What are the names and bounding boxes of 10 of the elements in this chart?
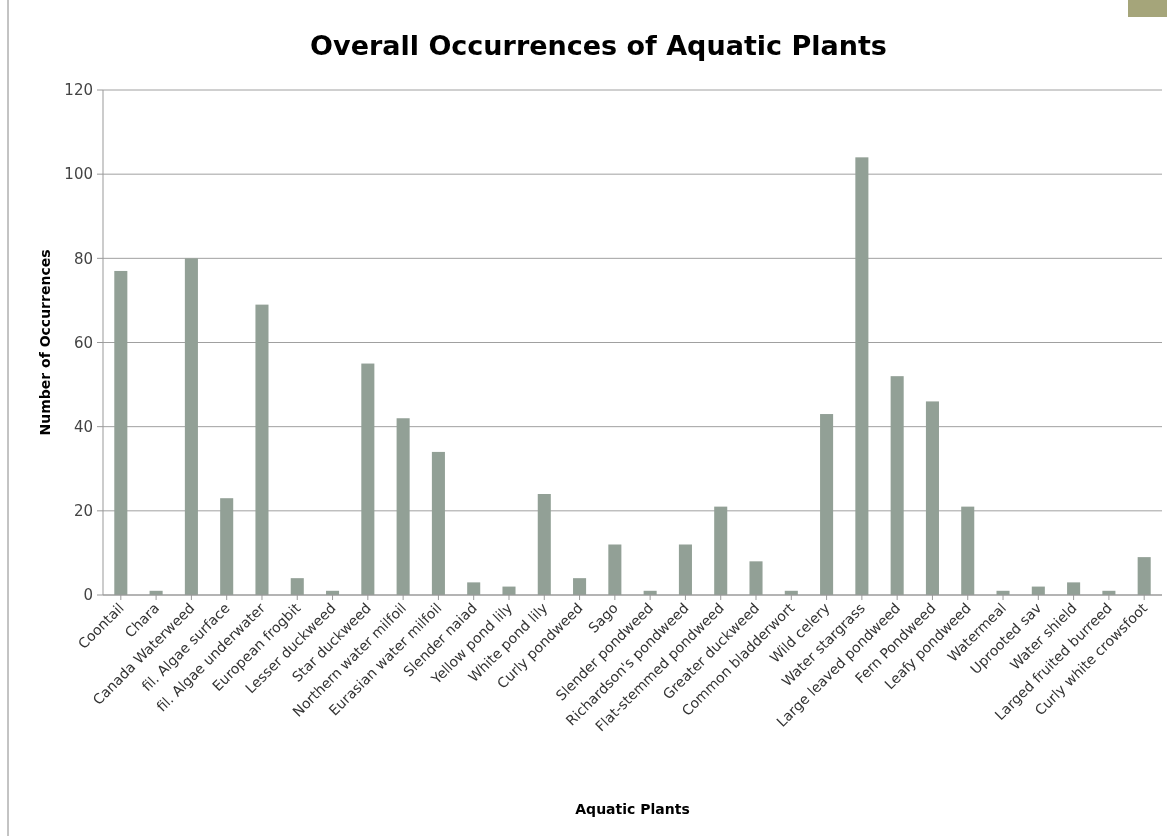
chart-title: Overall Occurrences of Aquatic Plants [310, 30, 887, 61]
y-tick-label: 0 [83, 586, 93, 605]
y-tick-label: 120 [64, 81, 93, 100]
y-tick-label: 60 [73, 333, 93, 352]
y-tick-label: 40 [73, 417, 93, 436]
y-tick-label: 80 [73, 249, 93, 268]
y-tick-label: 20 [73, 502, 93, 521]
x-axis-title: Aquatic Plants [575, 801, 690, 817]
y-tick-label: 100 [64, 165, 93, 184]
y-axis-title: Number of Occurrences [37, 249, 53, 436]
